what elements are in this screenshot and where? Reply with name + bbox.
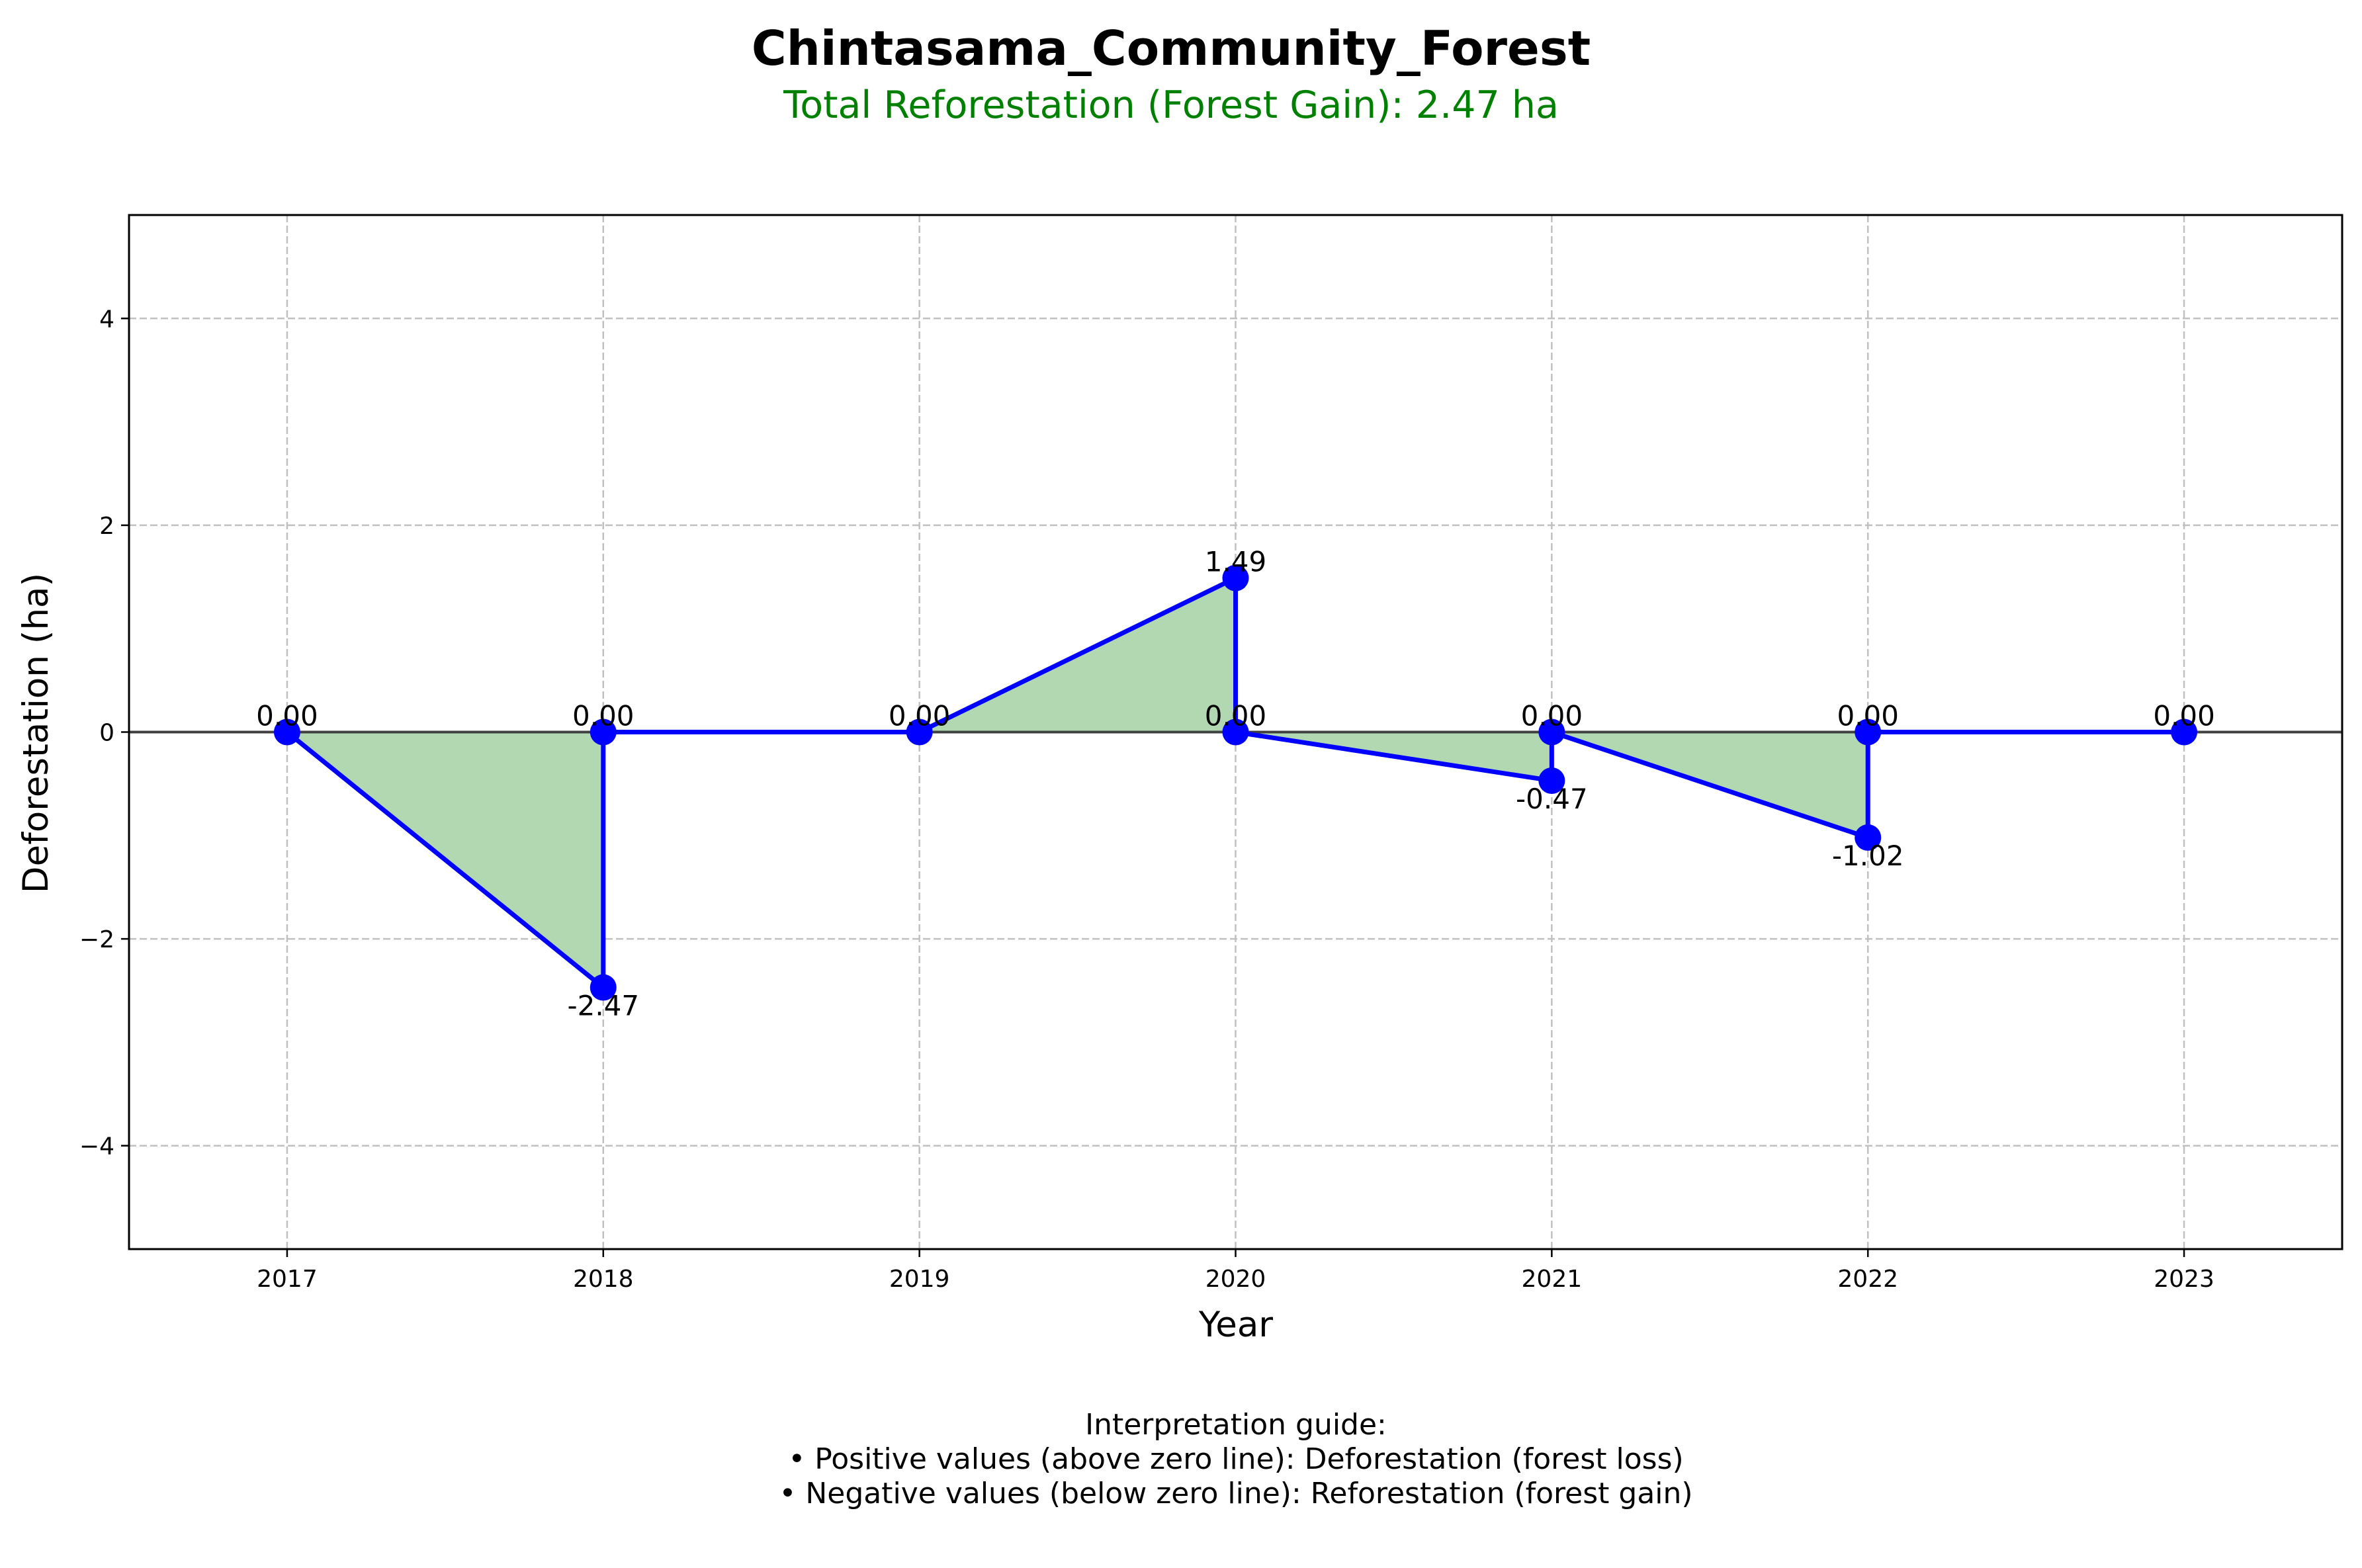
data-label: -2.47 (567, 990, 639, 1022)
data-label: 0.00 (572, 700, 634, 732)
x-tick-label: 2022 (1837, 1266, 1898, 1293)
data-label: 0.00 (256, 700, 318, 732)
x-tick-label: 2020 (1205, 1266, 1266, 1293)
data-point (1538, 767, 1565, 794)
data-label: 0.00 (2153, 700, 2215, 732)
data-point (1222, 719, 1249, 746)
x-axis-ticks: 2017 2018 2019 2020 2021 2022 2023 (257, 1249, 2214, 1293)
data-label: 1.49 (1205, 546, 1267, 578)
fill-area (286, 578, 2185, 988)
x-tick-label: 2018 (573, 1266, 634, 1293)
data-point (1855, 824, 1882, 851)
guide-line: • Negative values (below zero line): Ref… (779, 1477, 1692, 1510)
grid (129, 215, 2342, 1249)
y-axis-label: Deforestation (ha) (16, 573, 56, 893)
chart-title: Chintasama_Community_Forest (752, 21, 1591, 76)
data-label: -1.02 (1832, 840, 1904, 872)
data-label: 0.00 (1521, 700, 1583, 732)
y-tick-label: −4 (79, 1133, 114, 1160)
x-tick-label: 2023 (2154, 1266, 2214, 1293)
guide-line: Interpretation guide: (1085, 1408, 1387, 1442)
data-label: 0.00 (1205, 700, 1267, 732)
y-tick-label: 0 (99, 720, 114, 747)
data-point (590, 974, 617, 1001)
fill-areas (286, 578, 2185, 988)
data-point (2171, 719, 2198, 746)
chart-subtitle: Total Reforestation (Forest Gain): 2.47 … (783, 83, 1559, 127)
data-point (906, 719, 933, 746)
data-point (1538, 719, 1565, 746)
y-axis-ticks: −4 −2 0 2 4 (79, 306, 129, 1160)
data-labels: 0.00 -2.47 0.00 0.00 1.49 0.00 -0.47 0.00 -1.02 0… (256, 546, 2215, 1022)
guide-line: • Positive values (above zero line): Def… (788, 1442, 1683, 1476)
data-point (590, 719, 617, 746)
x-tick-label: 2019 (889, 1266, 950, 1293)
interpretation-guide: Interpretation guide:• Positive values (… (779, 1408, 1692, 1510)
y-tick-label: 4 (99, 306, 114, 333)
y-tick-label: −2 (79, 926, 114, 953)
data-label: 0.00 (1837, 700, 1899, 732)
data-label: 0.00 (889, 700, 951, 732)
data-point (1222, 564, 1249, 591)
data-label: -0.47 (1516, 783, 1588, 815)
data-point (1855, 719, 1882, 746)
x-tick-label: 2021 (1522, 1266, 1583, 1293)
data-point (273, 719, 300, 746)
y-tick-label: 2 (99, 513, 114, 540)
x-axis-label: Year (1198, 1305, 1273, 1345)
data-markers (273, 564, 2198, 1001)
x-tick-label: 2017 (257, 1266, 318, 1293)
